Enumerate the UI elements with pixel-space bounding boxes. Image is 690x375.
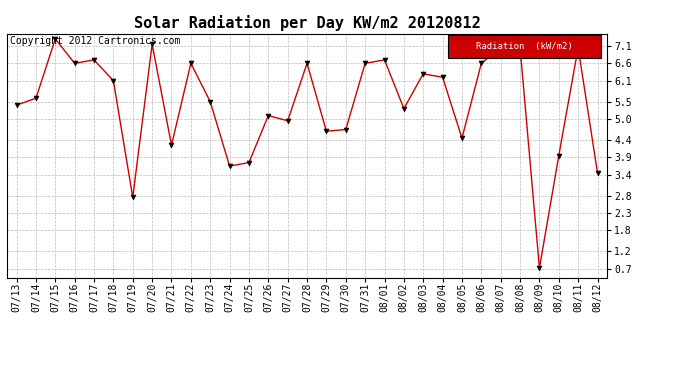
Text: Copyright 2012 Cartronics.com: Copyright 2012 Cartronics.com [10,36,180,46]
Text: Radiation  (kW/m2): Radiation (kW/m2) [476,42,573,51]
FancyBboxPatch shape [448,35,601,58]
Title: Solar Radiation per Day KW/m2 20120812: Solar Radiation per Day KW/m2 20120812 [134,15,480,31]
